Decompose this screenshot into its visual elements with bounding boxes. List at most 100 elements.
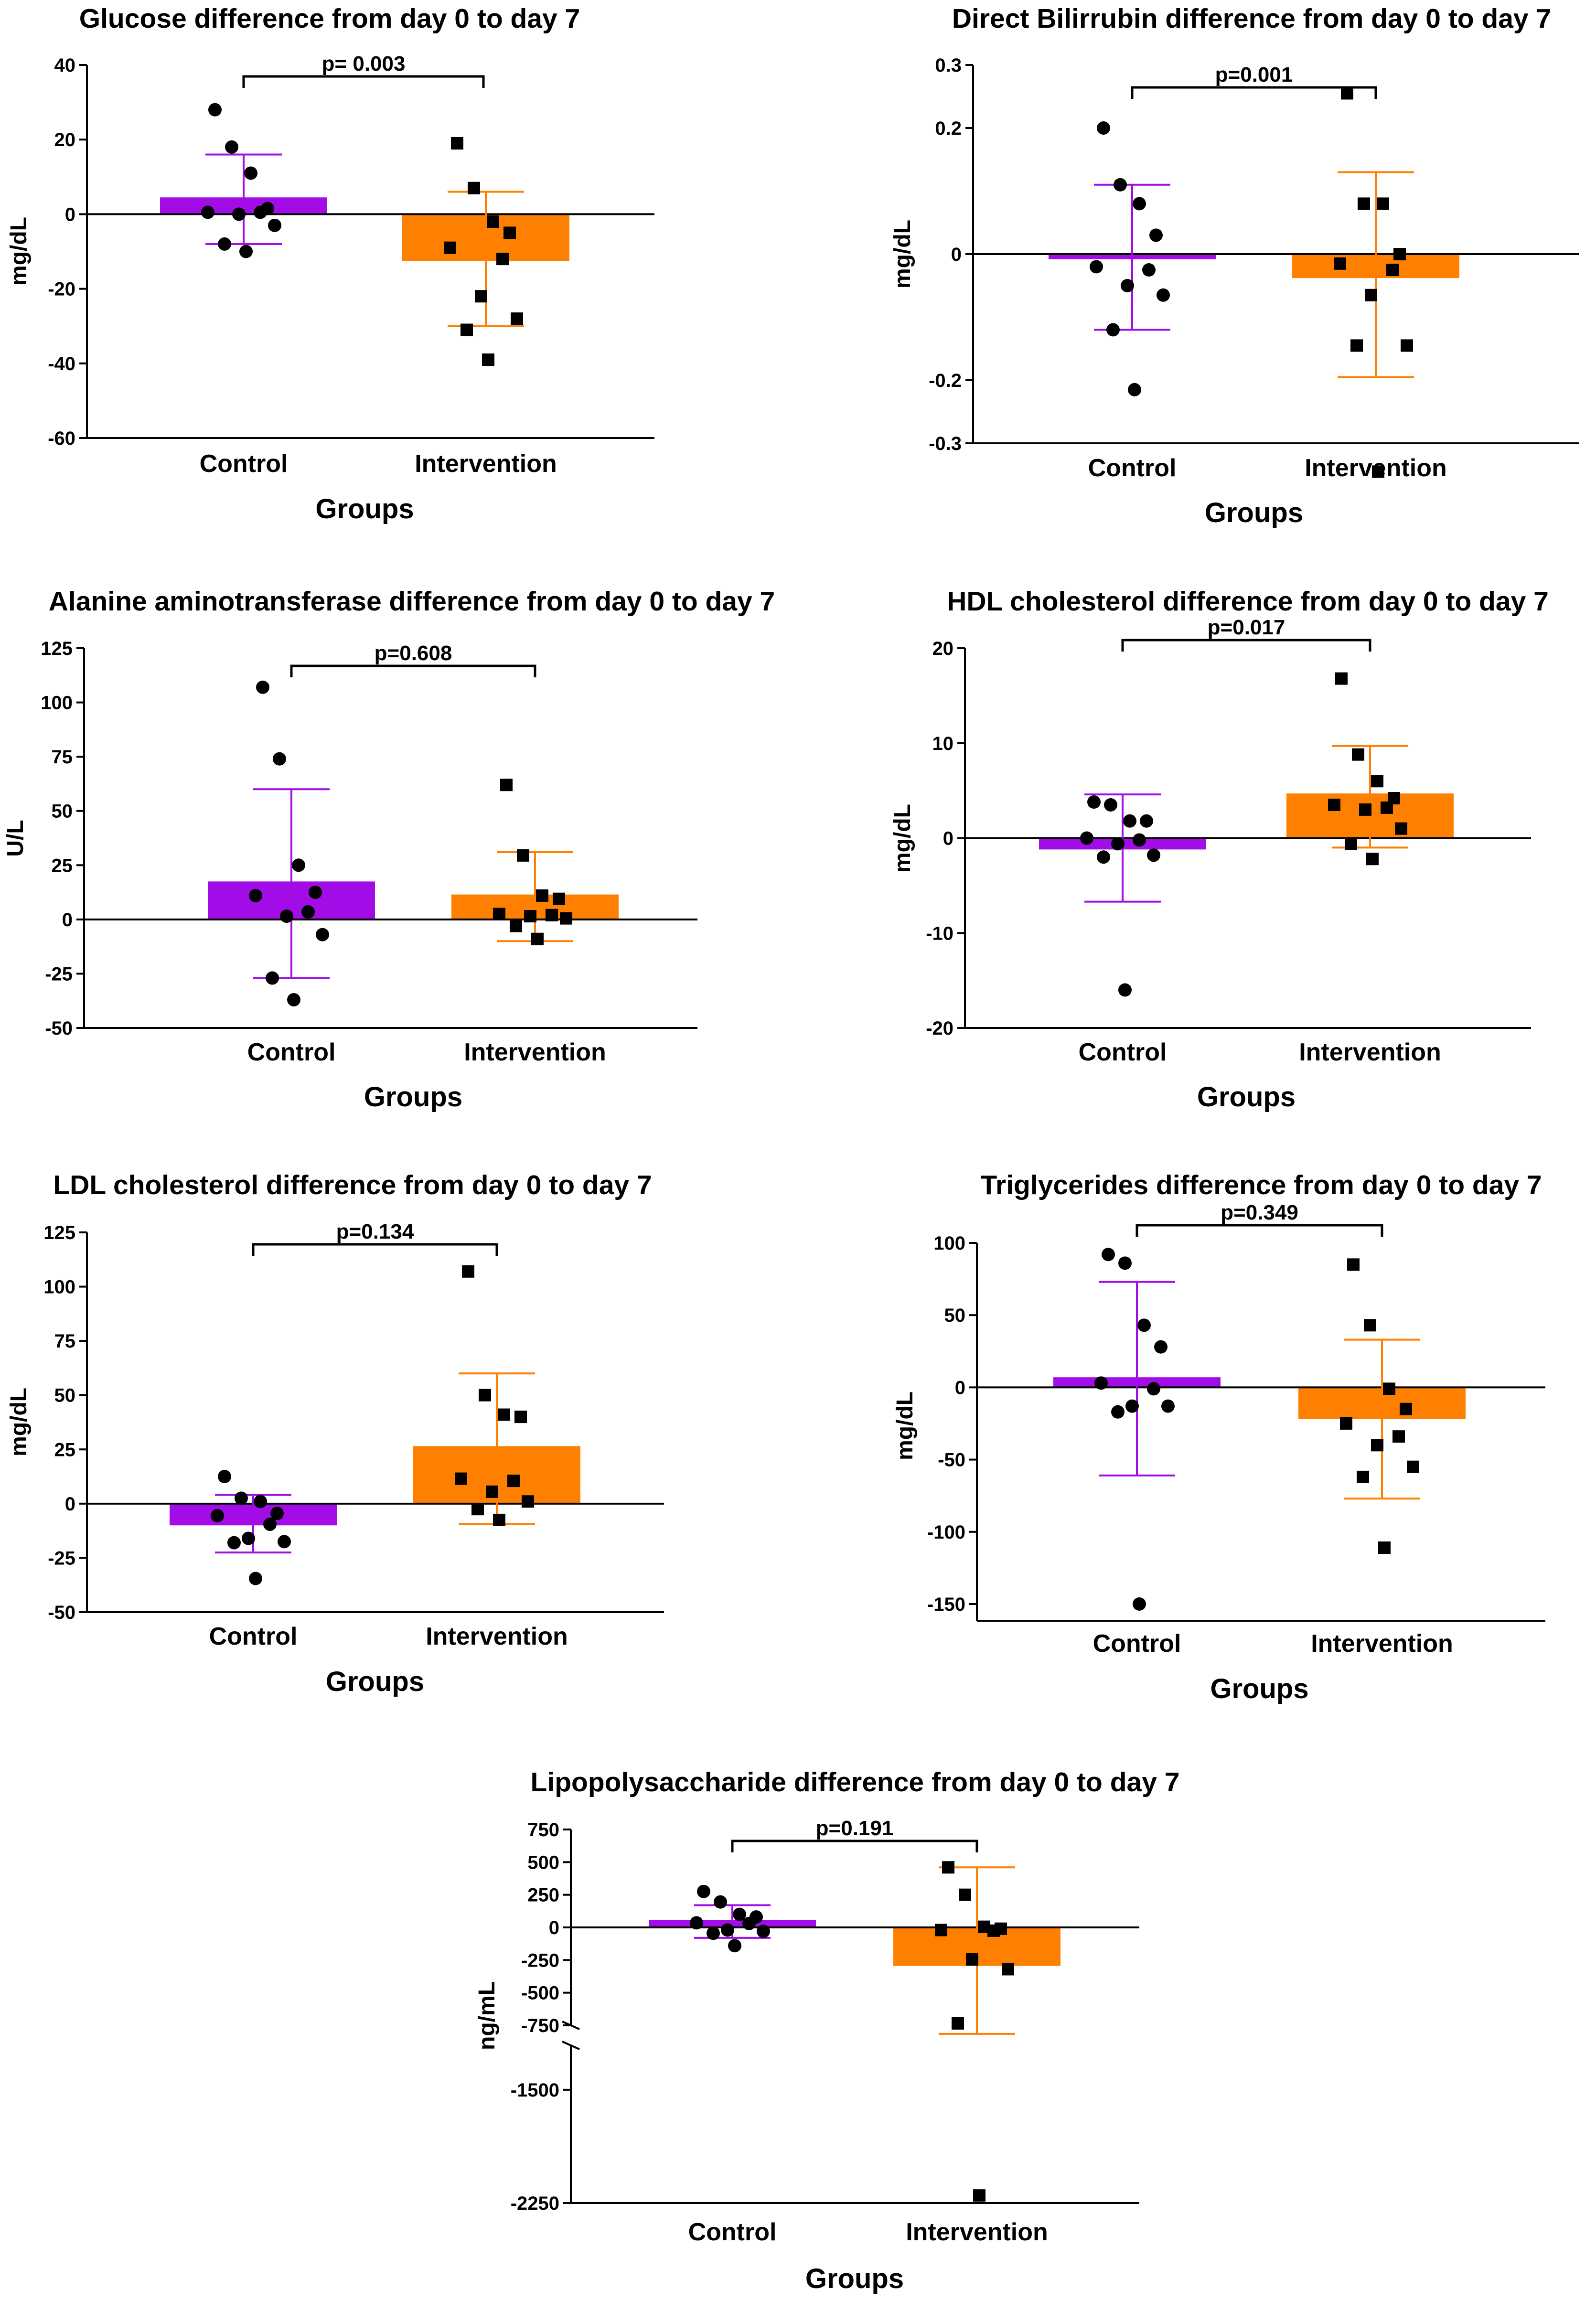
p-value-label: p=0.001 [1215,63,1293,86]
data-point-control [1157,288,1170,302]
data-point-control [1147,848,1160,862]
x-axis-label: Groups [1205,497,1303,528]
data-point-control [1087,795,1101,809]
data-point-intervention [973,2189,985,2202]
data-point-intervention [935,1924,947,1936]
data-point-control [273,752,286,766]
chart-title: Direct Bilirrubin difference from day 0 … [952,3,1551,34]
data-point-control [208,103,222,117]
p-value-label: p=0.191 [816,1817,894,1840]
data-point-intervention [1364,1319,1376,1332]
category-label-control: Control [1088,454,1177,482]
y-tick-label: 0 [951,244,962,265]
chart-title: LDL cholesterol difference from day 0 to… [53,1170,652,1200]
data-point-intervention [1407,1460,1419,1473]
data-point-control [1125,1399,1139,1413]
data-point-control [1106,323,1120,337]
data-point-control [1097,850,1110,864]
data-point-control [270,1507,284,1520]
data-point-control [1149,228,1163,242]
data-point-intervention [1345,837,1357,850]
y-tick-label: -2250 [511,2193,559,2214]
data-point-intervention [503,226,516,239]
data-point-intervention [522,1495,534,1508]
data-point-intervention [471,1503,484,1516]
data-point-control [721,1923,734,1937]
data-point-intervention [546,909,558,921]
data-point-control [1094,1376,1108,1390]
data-point-control [1121,279,1134,292]
data-point-control [728,1939,741,1953]
p-value-bracket [242,75,485,88]
data-point-control [256,680,269,694]
data-point-intervention [1352,748,1364,761]
data-point-control [1133,833,1146,847]
data-point-intervention [987,1924,1000,1937]
y-tick-label: 0.2 [935,118,962,139]
y-tick-label: 0.3 [935,55,962,76]
data-point-control [242,1531,255,1545]
y-tick-label: 20 [54,129,76,150]
data-point-intervention [1365,289,1377,301]
y-tick-label: -50 [938,1450,965,1471]
data-point-intervention [1371,1439,1383,1452]
data-point-control [1137,1318,1151,1332]
data-point-control [1111,1405,1125,1419]
p-value-bracket [1121,639,1371,652]
data-point-intervention [468,182,480,194]
y-axis-label: mg/dL [6,217,32,286]
data-point-control [249,888,262,902]
data-point-control [301,905,315,919]
data-point-control [1133,197,1146,211]
data-point-control [244,166,257,180]
y-tick-label: 75 [52,747,73,768]
data-point-intervention [507,1475,520,1487]
chart-panel: HDL cholesterol difference from day 0 to… [890,586,1549,1113]
data-point-intervention [952,2017,964,2030]
chart-title: Triglycerides difference from day 0 to d… [980,1170,1542,1200]
data-point-control [227,1536,241,1550]
data-point-intervention [531,932,544,945]
category-label-control: Control [1079,1038,1167,1066]
y-tick-label: 250 [527,1885,559,1906]
y-tick-label: -40 [48,353,75,374]
y-tick-label: 50 [944,1305,966,1326]
data-point-control [1154,1340,1168,1354]
data-point-intervention [1359,803,1371,816]
data-point-intervention [496,253,509,266]
data-point-control [211,1508,224,1522]
data-point-intervention [1347,1258,1360,1271]
p-value-label: p=0.017 [1208,616,1285,639]
data-point-control [292,858,305,872]
y-tick-label: 100 [933,1233,965,1254]
data-point-control [263,1518,277,1531]
chart-title: Alanine aminotransferase difference from… [49,586,775,617]
data-point-control [201,205,214,219]
y-tick-label: -25 [48,1548,75,1569]
y-tick-label: 50 [54,1385,76,1406]
y-tick-label: 0 [549,1917,559,1938]
data-point-control [280,909,293,923]
chart-panel: Glucose difference from day 0 to day 740… [6,3,654,524]
data-point-intervention [524,910,536,923]
y-axis-label: mg/dL [6,1388,32,1456]
data-point-control [266,971,279,985]
data-point-intervention [462,1265,474,1278]
chart-title: Lipopolysaccharide difference from day 0… [531,1767,1180,1797]
data-point-control [690,1916,703,1930]
y-tick-label: -20 [48,279,75,300]
data-point-control [254,205,267,219]
data-point-control [218,1470,231,1484]
data-point-intervention [1401,339,1413,352]
p-value-bracket [1135,1224,1383,1237]
data-point-control [1080,831,1093,845]
data-point-intervention [493,1513,505,1526]
data-point-control [235,1491,248,1505]
data-point-control [707,1926,720,1940]
data-point-intervention [487,215,499,228]
data-point-control [714,1895,727,1909]
x-axis-label: Groups [326,1666,424,1697]
y-tick-label: 0 [943,828,953,849]
data-point-intervention [1383,1382,1395,1395]
category-label-intervention: Intervention [426,1623,568,1650]
